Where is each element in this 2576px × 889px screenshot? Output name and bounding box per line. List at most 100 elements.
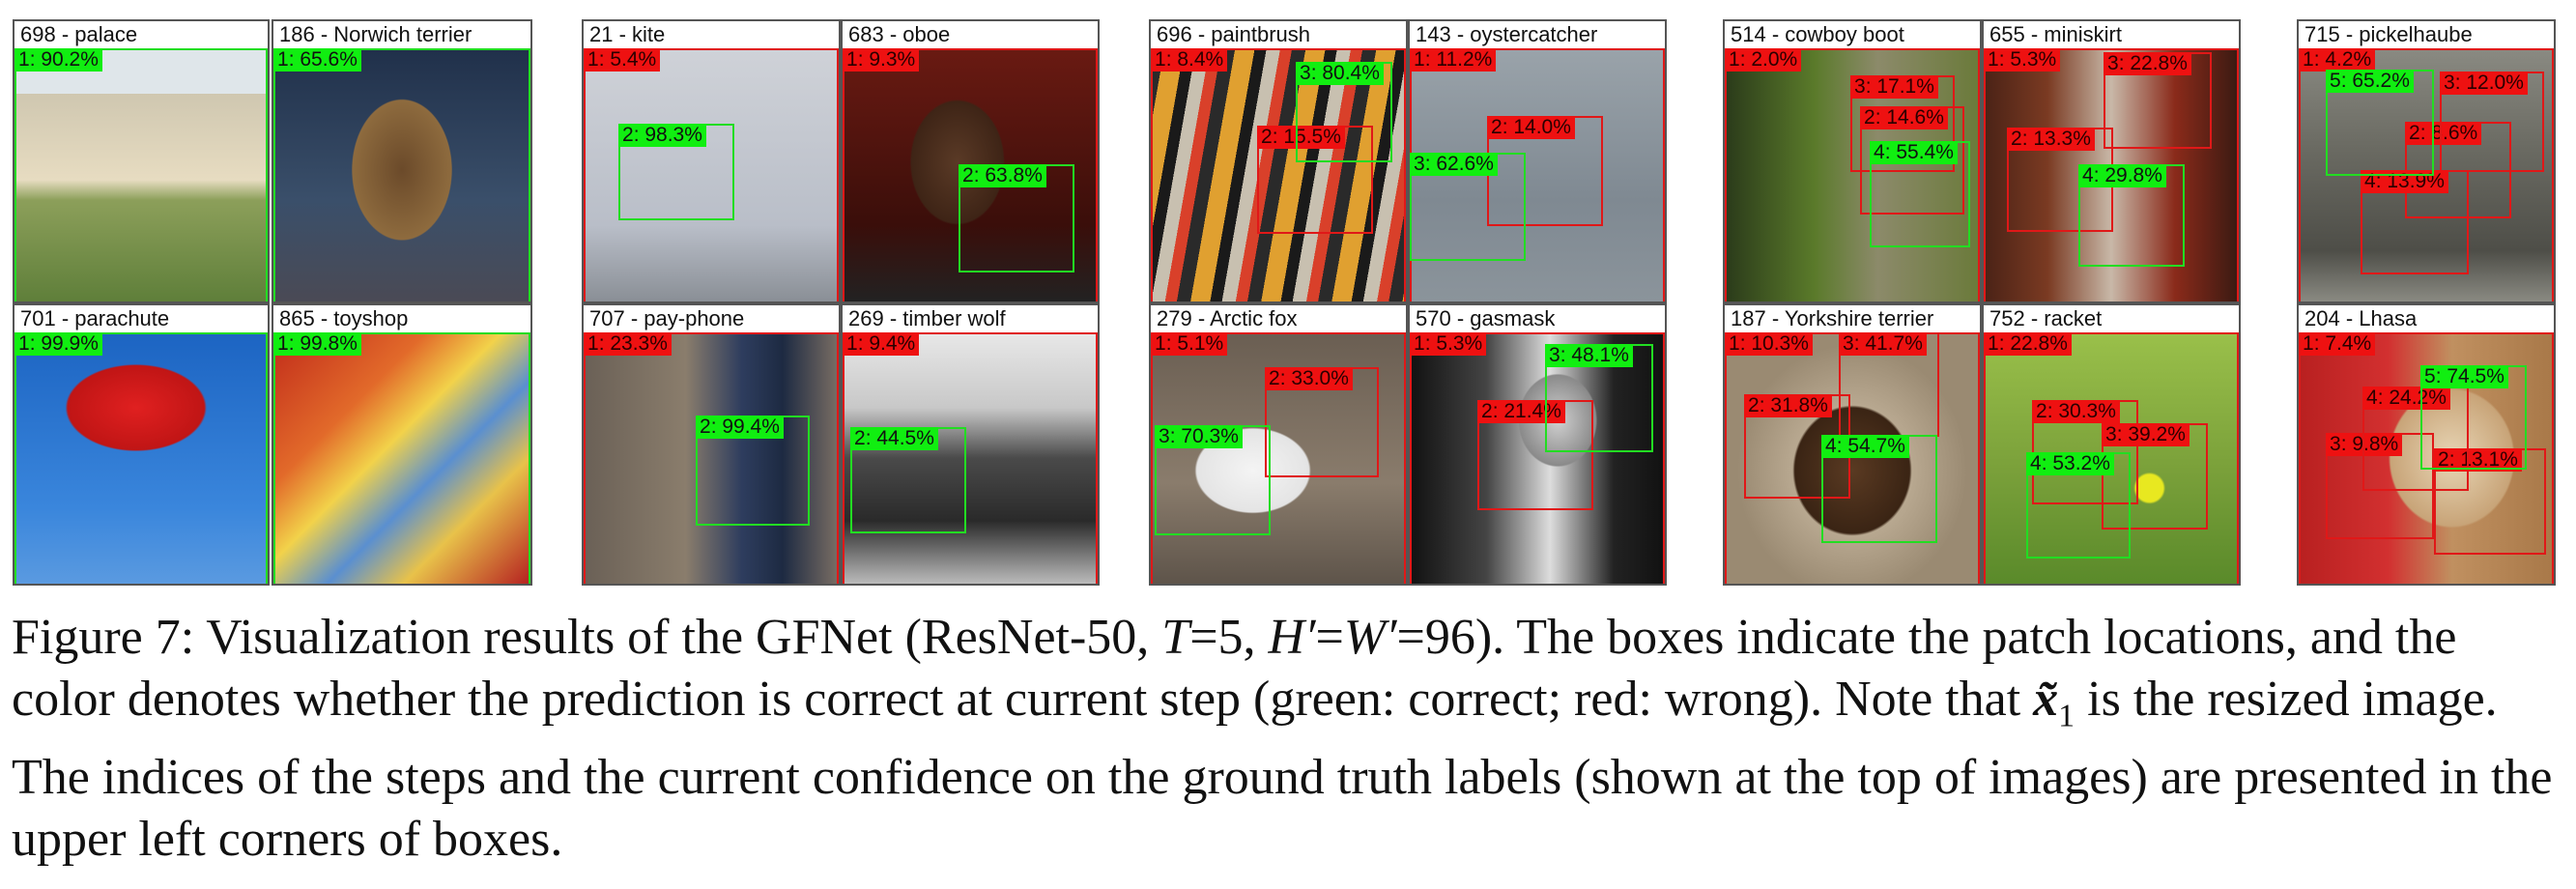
image-panel: 187Yorkshire terrier 110.3% 231.8% 341.7…: [1723, 303, 1982, 586]
patch-box: 339.2%: [2102, 423, 2208, 530]
panel-title: 570gasmask: [1410, 305, 1665, 332]
image-panel: 269timber wolf 19.4% 244.5%: [841, 303, 1100, 586]
patch-box: 214.0%: [1487, 116, 1603, 226]
panel-title: 279Arctic fox: [1151, 305, 1406, 332]
panel-title: 655miniskirt: [1984, 21, 2239, 48]
patch-box: 15.3%: [1410, 332, 1665, 584]
photo: 110.3% 231.8% 341.7% 454.7%: [1725, 332, 1980, 584]
panel-title: 696paintbrush: [1151, 21, 1406, 48]
patch-box: 165.6%: [273, 48, 530, 301]
image-panel: 715pickelhaube 14.2% 28.6% 312.0% 413.9%…: [2297, 19, 2556, 303]
panel-title: 143oystercatcher: [1410, 21, 1665, 48]
patch-box: 574.5%: [2420, 365, 2527, 470]
patch-box: 221.4%: [1477, 400, 1593, 510]
patch-box: 123.3%: [584, 332, 839, 584]
panel-title: 269timber wolf: [843, 305, 1098, 332]
patch-box: 215.5%: [1257, 126, 1373, 234]
image-panel: 279Arctic fox 15.1% 233.0% 370.3%: [1149, 303, 1408, 586]
photo: 165.6%: [273, 48, 530, 301]
panel-title: 715pickelhaube: [2299, 21, 2554, 48]
patch-box: 454.7%: [1821, 435, 1937, 543]
panel-title: 204Lhasa: [2299, 305, 2554, 332]
panel-title: 683oboe: [843, 21, 1098, 48]
patch-box: 190.2%: [14, 48, 268, 301]
panel-title: 752racket: [1984, 305, 2239, 332]
patch-box: 15.1%: [1151, 332, 1406, 584]
image-panel: 683oboe 19.3% 263.8%: [841, 19, 1100, 303]
patch-box: 453.2%: [2026, 452, 2131, 559]
patch-box: 370.3%: [1155, 425, 1271, 535]
patch-box: 429.8%: [2078, 164, 2185, 267]
figure-caption: Figure 7: Visualization results of the G…: [12, 610, 2553, 868]
patch-box: 341.7%: [1839, 332, 1939, 437]
image-panel: 514cowboy boot 12.0% 214.6% 317.1% 455.4…: [1723, 19, 1982, 303]
image-panel: 143oystercatcher 111.2% 214.0% 362.6%: [1408, 19, 1667, 303]
panel-title: 187Yorkshire terrier: [1725, 305, 1980, 332]
photo: 12.0% 214.6% 317.1% 455.4%: [1725, 48, 1980, 301]
image-panel: 698palace 190.2%: [13, 19, 270, 303]
panel-title: 707pay-phone: [584, 305, 839, 332]
photo: 122.8% 230.3% 339.2% 453.2%: [1984, 332, 2239, 584]
patch-box: 322.8%: [2104, 52, 2212, 149]
panel-title: 865toyshop: [273, 305, 530, 332]
patch-box: 244.5%: [850, 427, 966, 533]
image-panel: 865toyshop 199.8%: [272, 303, 532, 586]
patch-box: 380.4%: [1296, 62, 1392, 162]
patch-box: 199.9%: [14, 332, 268, 584]
patch-box: 298.3%: [618, 124, 734, 220]
image-panel: 701parachute 199.9%: [13, 303, 270, 586]
photo: 190.2%: [14, 48, 268, 301]
patch-box: 15.3%: [1984, 48, 2239, 301]
patch-box: 122.8%: [1984, 332, 2239, 584]
photo: 111.2% 214.0% 362.6%: [1410, 48, 1665, 301]
patch-box: 19.4%: [843, 332, 1098, 584]
panel-title: 698palace: [14, 21, 268, 48]
photo: 15.3% 221.4% 348.1%: [1410, 332, 1665, 584]
photo: 19.4% 244.5%: [843, 332, 1098, 584]
photo: 15.4% 298.3%: [584, 48, 839, 301]
patch-box: 214.6%: [1860, 106, 1964, 215]
image-panel: 21kite 15.4% 298.3%: [582, 19, 841, 303]
image-panel: 204Lhasa 17.4% 213.1% 39.8% 424.2% 574.5…: [2297, 303, 2556, 586]
photo: 15.3% 213.3% 322.8% 429.8%: [1984, 48, 2239, 301]
patch-box: 14.2%: [2299, 48, 2554, 301]
patch-box: 19.3%: [843, 48, 1098, 301]
photo: 123.3% 299.4%: [584, 332, 839, 584]
patch-box: 12.0%: [1725, 48, 1980, 301]
patch-box: 230.3%: [2032, 400, 2138, 504]
patch-box: 312.0%: [2440, 72, 2544, 172]
image-panel: 707pay-phone 123.3% 299.4%: [582, 303, 841, 586]
patch-box: 348.1%: [1545, 344, 1653, 452]
panel-title: 514cowboy boot: [1725, 21, 1980, 48]
photo: 19.3% 263.8%: [843, 48, 1098, 301]
patch-box: 413.9%: [2361, 170, 2469, 274]
patch-box: 233.0%: [1265, 367, 1379, 477]
patch-box: 455.4%: [1870, 141, 1970, 247]
patch-box: 17.4%: [2299, 332, 2554, 584]
panel-title: 701parachute: [14, 305, 268, 332]
panel-title: 21kite: [584, 21, 839, 48]
patch-box: 299.4%: [696, 416, 810, 526]
image-panel: 570gasmask 15.3% 221.4% 348.1%: [1408, 303, 1667, 586]
photo: 17.4% 213.1% 39.8% 424.2% 574.5%: [2299, 332, 2554, 584]
patch-box: 18.4%: [1151, 48, 1406, 301]
image-panel: 655miniskirt 15.3% 213.3% 322.8% 429.8%: [1982, 19, 2241, 303]
photo: 18.4% 215.5% 380.4%: [1151, 48, 1406, 301]
photo: 199.8%: [273, 332, 530, 584]
image-panel: 696paintbrush 18.4% 215.5% 380.4%: [1149, 19, 1408, 303]
patch-box: 424.2%: [2362, 387, 2469, 491]
patch-box: 362.6%: [1410, 153, 1526, 261]
patch-box: 111.2%: [1410, 48, 1665, 301]
patch-box: 15.4%: [584, 48, 839, 301]
patch-box: 317.1%: [1850, 75, 1955, 172]
photo: 14.2% 28.6% 312.0% 413.9% 565.2%: [2299, 48, 2554, 301]
patch-box: 199.8%: [273, 332, 530, 584]
results-figure: 698palace 190.2% 186Norwich terrier 165.…: [13, 19, 2556, 586]
photo: 199.9%: [14, 332, 268, 584]
photo: 15.1% 233.0% 370.3%: [1151, 332, 1406, 584]
image-panel: 752racket 122.8% 230.3% 339.2% 453.2%: [1982, 303, 2241, 586]
image-panel: 186Norwich terrier 165.6%: [272, 19, 532, 303]
patch-box: 565.2%: [2326, 70, 2434, 176]
panel-title: 186Norwich terrier: [273, 21, 530, 48]
patch-box: 263.8%: [959, 164, 1074, 272]
